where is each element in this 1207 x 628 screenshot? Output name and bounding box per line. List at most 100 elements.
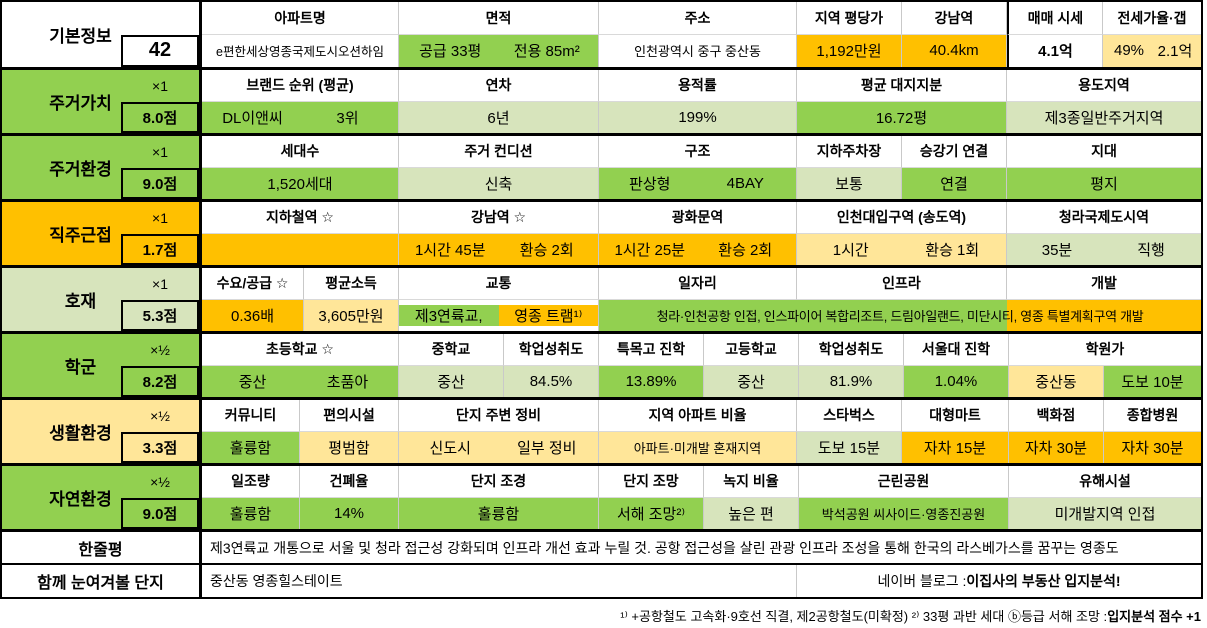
cell-surroundings-type: 신도시 (429, 439, 471, 457)
blog-name: 이집사의 부동산 입지분석! (966, 573, 1121, 589)
section-multiplier: ×1 (152, 275, 168, 292)
cell-surroundings-state: 일부 정비 (517, 439, 577, 457)
section-commute-proximity: 직주근접 ×1 1.7점 지하철역 ☆ 강남역 ☆ 광화문역 인천대입구역 (송… (2, 202, 1201, 268)
cell-apt-ratio: 아파트·미개발 혼재지역 (599, 431, 797, 463)
cell-development-summary: 청라·인천공항 인접, 인스파이어 복합리조트, 드림아일랜드, 미단시티, 영… (599, 299, 1201, 331)
one-line-review-text: 제3연륙교 개통으로 서울 및 청라 접근성 강화되며 인프라 개선 효과 누릴… (210, 539, 1119, 556)
cell-jeonse-ratio: 49% (1113, 42, 1145, 60)
header-middle-achievement: 학업성취도 (504, 334, 599, 366)
section-positive-factors-label: 호재 ×1 5.3점 (2, 268, 202, 331)
cell-high-school: 중산 (704, 365, 799, 397)
cell-starbucks: 도보 15분 (797, 431, 902, 463)
cell-area: 공급 33평 전용 85m² (399, 34, 599, 67)
header-sale-price: 매매 시세 (1007, 2, 1103, 35)
section-school-district-label: 학군 ×½ 8.2점 (2, 334, 202, 397)
header-zoning: 용도지역 (1007, 70, 1201, 102)
cell-apt-name: e편한세상영종국제도시오션하임 (202, 34, 399, 67)
section-school-district: 학군 ×½ 8.2점 초등학교 ☆ 중학교 학업성취도 특목고 진학 고등학교 … (2, 334, 1201, 400)
cell-hazards: 미개발지역 인접 (1009, 497, 1201, 529)
cell-incheon-univ-time: 1시간 (832, 241, 869, 259)
section-multiplier: ×1 (152, 209, 168, 226)
header-condition: 주거 컨디션 (399, 136, 599, 168)
section-multiplier: ×½ (150, 473, 170, 490)
cell-price-per-pyeong: 1,192만원 (797, 34, 902, 67)
section-title: 주거환경 (49, 160, 112, 179)
cell-age: 6년 (399, 101, 599, 133)
header-floor-area-ratio: 용적률 (599, 70, 797, 102)
cell-dept-store: 자차 30분 (1009, 431, 1104, 463)
cell-gwanghwamun-commute: 1시간 25분 환승 2회 (599, 233, 797, 265)
header-avg-income: 평균소득 (304, 268, 399, 300)
header-terrain: 지대 (1007, 136, 1201, 168)
header-snu-admission: 서울대 진학 (904, 334, 1009, 366)
cell-address: 인천광역시 중구 중산동 (599, 34, 797, 67)
header-parking: 지하주차장 (797, 136, 902, 168)
cell-mart: 자차 15분 (902, 431, 1009, 463)
section-score-badge: 8.0점 (121, 101, 199, 133)
watch-together-label: 함께 눈여겨볼 단지 (2, 565, 202, 597)
section-watch-together: 함께 눈여겨볼 단지 중산동 영종힐스테이트 네이버 블로그 : 이집사의 부동… (2, 565, 1201, 597)
cell-structure: 판상형 4BAY (599, 167, 797, 199)
cell-brand-name: DL이앤씨 (222, 109, 283, 127)
cell-green-ratio: 높은 편 (704, 497, 799, 529)
section-multiplier: ×1 (152, 77, 168, 94)
header-surroundings: 단지 주변 정비 (399, 400, 599, 432)
section-score-badge: 8.2점 (121, 365, 199, 397)
cell-coverage: 14% (300, 497, 399, 529)
header-gangnam-station: 강남역 ☆ (399, 202, 599, 234)
watch-together-value: 중산동 영종힐스테이트 (210, 573, 343, 589)
naver-blog-credit: 네이버 블로그 : 이집사의 부동산 입지분석! (796, 565, 1201, 597)
header-address: 주소 (599, 2, 797, 35)
section-multiplier (121, 2, 199, 35)
section-basic-info-label: 기본정보 42 (2, 2, 202, 67)
header-cheongna-station: 청라국제도시역 (1007, 202, 1201, 234)
cell-traffic-bridge: 제3연륙교, (399, 304, 499, 326)
section-score-badge: 3.3점 (121, 431, 199, 463)
header-high-achievement: 학업성취도 (799, 334, 904, 366)
cell-supply-demand: 0.36배 (202, 299, 304, 331)
section-residential-value: 주거가치 ×1 8.0점 브랜드 순위 (평균) 연차 용적률 평균 대지지분 … (2, 70, 1201, 136)
cell-gwanghwamun-transfer: 환승 2회 (718, 241, 773, 259)
header-green-ratio: 녹지 비율 (704, 466, 799, 498)
cell-hospital: 자차 30분 (1104, 431, 1201, 463)
section-title: 주거가치 (49, 94, 112, 113)
header-sunlight: 일조량 (202, 466, 300, 498)
header-elementary: 초등학교 ☆ (202, 334, 399, 366)
cell-cheongna-mode: 직행 (1137, 241, 1165, 259)
header-apt-name: 아파트명 (202, 2, 399, 35)
header-academy-area: 학원가 (1009, 334, 1201, 366)
section-positive-factors: 호재 ×1 5.3점 수요/공급 ☆ 평균소득 교통 일자리 인프라 개발 0.… (2, 268, 1201, 334)
section-natural-environment-label: 자연환경 ×½ 9.0점 (2, 466, 202, 529)
cell-sale-price: 4.1억 (1007, 34, 1103, 67)
footnote: ¹⁾ +공항철도 고속화·9호선 직결, 제2공항철도(미확정) ²⁾ 33평 … (0, 599, 1207, 628)
cell-view: 서해 조망²⁾ (599, 497, 704, 529)
cell-high-achievement: 81.9% (799, 365, 904, 397)
cell-land-share: 16.72평 (797, 101, 1007, 133)
header-supply-demand: 수요/공급 ☆ (202, 268, 304, 300)
section-title: 생활환경 (49, 424, 112, 443)
header-hospital: 종합병원 (1104, 400, 1201, 432)
header-starbucks: 스타벅스 (797, 400, 902, 432)
header-subway: 지하철역 ☆ (202, 202, 399, 234)
section-residential-environment: 주거환경 ×1 9.0점 세대수 주거 컨디션 구조 지하주차장 승강기 연결 … (2, 136, 1201, 202)
cell-structure-bay: 4BAY (726, 174, 764, 192)
cell-sunlight: 훌륭함 (202, 497, 300, 529)
cell-elementary-name: 중산 (238, 373, 267, 391)
cell-subway (202, 233, 399, 265)
one-line-review-label: 한줄평 (2, 532, 202, 563)
header-high-school: 고등학교 (704, 334, 799, 366)
section-multiplier: ×½ (150, 341, 170, 358)
cell-traffic: 제3연륙교, 영종 트램¹⁾ (399, 299, 599, 331)
cell-middle-school: 중산 (399, 365, 504, 397)
cell-elementary: 중산 초품아 (202, 365, 399, 397)
cell-incheon-univ-commute: 1시간 환승 1회 (797, 233, 1007, 265)
section-title: 자연환경 (49, 490, 112, 509)
cell-terrain: 평지 (1007, 167, 1201, 199)
header-dept-store: 백화점 (1009, 400, 1104, 432)
header-apt-ratio: 지역 아파트 비율 (599, 400, 797, 432)
header-development: 개발 (1007, 268, 1201, 300)
cell-condition: 신축 (399, 167, 599, 199)
cell-area-net: 전용 85m² (513, 43, 580, 61)
cell-elevator: 연결 (902, 167, 1007, 199)
header-jeonse-gap: 전세가율·갭 (1103, 2, 1201, 35)
